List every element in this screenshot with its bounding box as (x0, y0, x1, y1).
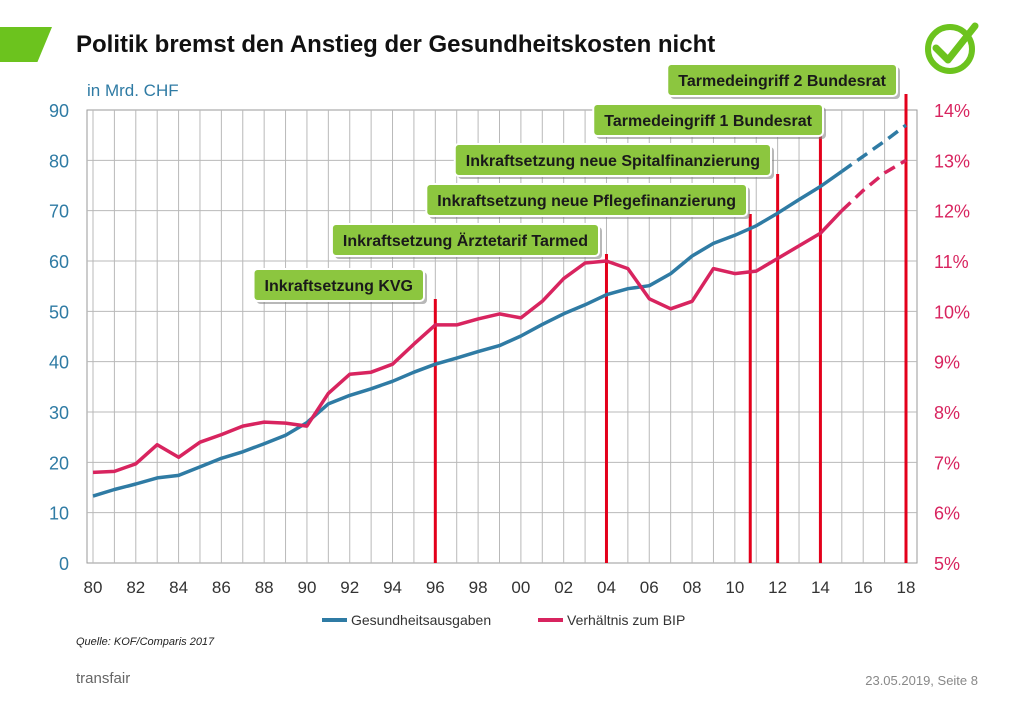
y-left-tick-label: 20 (49, 453, 69, 473)
x-tick-label: 84 (169, 578, 188, 597)
x-tick-label: 80 (84, 578, 103, 597)
event-label-text: Inkraftsetzung neue Spitalfinanzierung (466, 153, 760, 170)
chart-legend: Gesundheitsausgaben Verhältnis zum BIP (322, 612, 685, 628)
event-label-box (453, 143, 772, 177)
event-label: Tarmedeingriff 1 Bundesrat (592, 103, 826, 139)
y-left-tick-label: 10 (49, 504, 69, 524)
x-tick-label: 96 (426, 578, 445, 597)
event-label-box (330, 223, 600, 257)
event-lines (433, 94, 908, 563)
chart-axes: 0 10 20 30 40 50 60 70 80 90 5% 6% 7% 8% 9% 10% 11% 12% 13… (49, 81, 970, 597)
y-right-tick-label: 5% (934, 554, 960, 574)
x-tick-label: 02 (554, 578, 573, 597)
y-right-tick-label: 9% (934, 353, 960, 373)
y-right-tick-label: 14% (934, 101, 970, 121)
event-label-text: Inkraftsetzung KVG (265, 278, 413, 295)
x-tick-label: 06 (640, 578, 659, 597)
event-label: Inkraftsetzung KVG (252, 268, 427, 304)
event-label-box (592, 103, 824, 137)
series-line-gesundheitsausgaben (92, 169, 843, 498)
slide-title: Politik bremst den Anstieg der Gesundhei… (76, 31, 716, 58)
x-tick-label: 94 (383, 578, 402, 597)
y-right-tick-label: 10% (934, 302, 970, 322)
event-label-text: Tarmedeingriff 2 Bundesrat (678, 73, 886, 90)
event-labels: Inkraftsetzung KVG Inkraftsetzung Ärzteta… (252, 63, 900, 304)
event-label: Inkraftsetzung neue Pflegefinanzierung (425, 183, 750, 219)
event-label-text: Inkraftsetzung neue Pflegefinanzierung (437, 193, 736, 210)
footer-date-page: 23.05.2019, Seite 8 (865, 673, 978, 688)
y-left-tick-label: 50 (49, 302, 69, 322)
series-projection-gesundheitsausgaben (840, 123, 908, 173)
footer-brand: transfair (76, 670, 131, 687)
x-tick-label: 86 (212, 578, 231, 597)
y-right-tick-label: 12% (934, 202, 970, 222)
y-axis-unit-label: in Mrd. CHF (87, 81, 179, 100)
y-left-tick-label: 70 (49, 202, 69, 222)
event-label-box (425, 183, 748, 217)
y-left-tick-label: 90 (49, 101, 69, 121)
x-tick-label: 14 (811, 578, 830, 597)
x-tick-label: 04 (597, 578, 616, 597)
y-left-tick-label: 60 (49, 252, 69, 272)
x-tick-label: 92 (340, 578, 359, 597)
x-tick-label: 08 (683, 578, 702, 597)
event-label-box (666, 63, 898, 97)
event-label: Inkraftsetzung neue Spitalfinanzierung (453, 143, 774, 179)
y-left-tick-label: 80 (49, 151, 69, 171)
series-line-bip (92, 209, 844, 475)
x-tick-label: 10 (725, 578, 744, 597)
event-label: Tarmedeingriff 2 Bundesrat (666, 63, 900, 99)
x-tick-label: 00 (511, 578, 530, 597)
event-label: Inkraftsetzung Ärztetarif Tarmed (330, 223, 602, 259)
x-tick-label: 98 (469, 578, 488, 597)
series-projection-bip (840, 158, 907, 212)
x-tick-label: 18 (897, 578, 916, 597)
y-left-tick-label: 40 (49, 353, 69, 373)
x-tick-label: 82 (126, 578, 145, 597)
source-note: Quelle: KOF/Comparis 2017 (76, 636, 215, 648)
event-label-text: Inkraftsetzung Ärztetarif Tarmed (343, 232, 588, 250)
y-right-tick-label: 8% (934, 403, 960, 423)
legend-label-bip: Verhältnis zum BIP (567, 612, 685, 628)
check-icon (925, 22, 979, 74)
y-right-tick-label: 7% (934, 453, 960, 473)
y-right-tick-label: 6% (934, 504, 960, 524)
y-left-tick-label: 0 (59, 554, 69, 574)
y-left-tick-label: 30 (49, 403, 69, 423)
x-tick-label: 16 (854, 578, 873, 597)
chart-series (92, 123, 908, 498)
y-right-tick-label: 13% (934, 151, 970, 171)
x-tick-label: 88 (255, 578, 274, 597)
x-tick-label: 12 (768, 578, 787, 597)
y-right-tick-label: 11% (934, 252, 969, 272)
x-tick-label: 90 (297, 578, 316, 597)
event-label-text: Tarmedeingriff 1 Bundesrat (604, 113, 812, 130)
event-label-box (252, 268, 425, 302)
legend-label-gesundheitsausgaben: Gesundheitsausgaben (351, 612, 491, 628)
